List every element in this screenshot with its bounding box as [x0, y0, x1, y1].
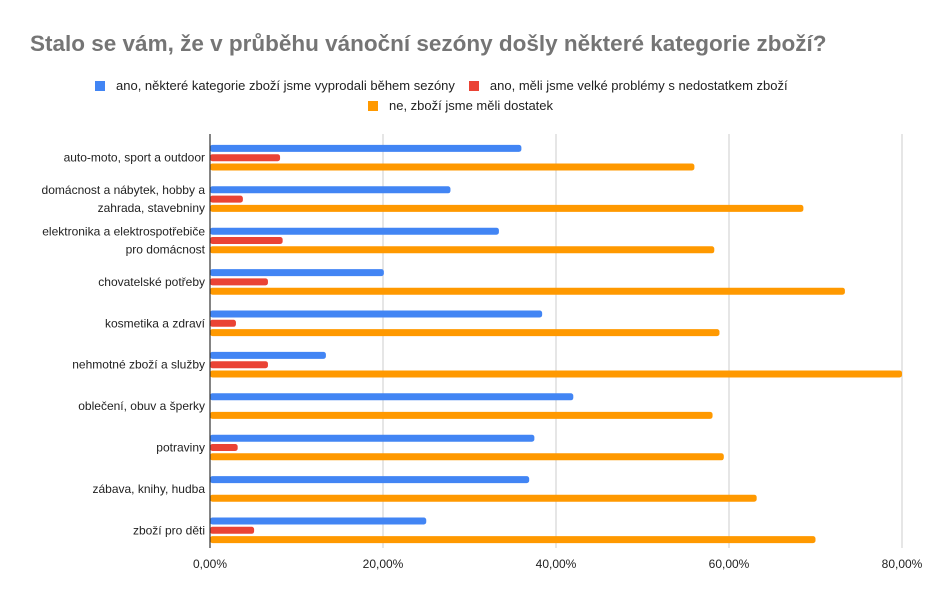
legend-label: ne, zboží jsme měli dostatek [389, 98, 554, 113]
category-label: potraviny [156, 441, 205, 455]
bar[interactable] [210, 434, 535, 442]
bar[interactable] [210, 246, 715, 254]
bar[interactable] [210, 278, 268, 286]
category-label: kosmetika a zdraví [105, 316, 206, 330]
bar[interactable] [210, 329, 720, 337]
bar[interactable] [210, 237, 283, 244]
chart-title: Stalo se vám, že v průběhu vánoční sezón… [30, 31, 827, 56]
category-label: zábava, knihy, hudba [92, 482, 205, 496]
bar[interactable] [210, 144, 522, 152]
bar[interactable] [210, 361, 268, 369]
x-tick-label: 60,00% [709, 557, 750, 571]
legend-row-1: ano, některé kategorie zboží jsme vyprod… [95, 78, 802, 93]
bars [210, 144, 902, 544]
legend-item-shortage[interactable]: ano, měli jsme velké problémy s nedostat… [468, 78, 788, 93]
category-label: zboží pro děti [133, 523, 205, 537]
bar[interactable] [210, 154, 281, 162]
bar[interactable] [210, 186, 451, 194]
bar[interactable] [210, 227, 499, 235]
category-label: domácnost a nábytek, hobby a zahrada, sta… [42, 183, 206, 215]
bar[interactable] [210, 526, 255, 534]
bar[interactable] [210, 494, 757, 502]
legend-swatch [95, 80, 105, 91]
bar[interactable] [210, 411, 713, 419]
legend-label: ano, některé kategorie zboží jsme vyprod… [116, 78, 455, 93]
bar[interactable] [210, 536, 816, 544]
bar[interactable] [210, 319, 236, 327]
bar[interactable] [210, 163, 695, 171]
legend-label: ano, měli jsme velké problémy s nedostat… [489, 78, 788, 93]
bar[interactable] [210, 269, 384, 277]
category-label: nehmotné zboží a služby [72, 358, 205, 372]
category-label: chovatelské potřeby [98, 275, 205, 289]
x-tick-label: 40,00% [536, 557, 577, 571]
gridlines [382, 134, 903, 548]
x-tick-label: 80,00% [882, 557, 923, 571]
bar[interactable] [210, 517, 427, 525]
category-label: elektronika a elektrospotřebiče pro domác… [42, 225, 205, 257]
category-label: oblečení, obuv a šperky [78, 399, 205, 413]
x-tick-labels: 0,00% 20,00% 40,00% 60,00% 80,00% [193, 557, 923, 571]
legend-swatch [468, 80, 479, 91]
bar[interactable] [210, 444, 238, 451]
x-tick-label: 20,00% [363, 557, 404, 571]
bar[interactable] [210, 195, 243, 203]
legend-item-enough[interactable]: ne, zboží jsme měli dostatek [368, 98, 553, 113]
x-tick-label: 0,00% [193, 557, 227, 571]
bar[interactable] [210, 453, 724, 461]
legend-item-sold-out[interactable]: ano, některé kategorie zboží jsme vyprod… [95, 78, 455, 93]
bar[interactable] [210, 370, 902, 378]
bar[interactable] [210, 310, 543, 318]
bar[interactable] [210, 351, 326, 359]
bar[interactable] [210, 287, 845, 295]
bar[interactable] [210, 476, 530, 484]
legend-row-2: ne, zboží jsme měli dostatek [368, 98, 567, 113]
category-label: auto-moto, sport a outdoor [64, 151, 205, 165]
category-labels: auto-moto, sport a outdoor domácnost a ná… [42, 151, 206, 538]
bar[interactable] [210, 393, 574, 401]
legend-swatch [368, 100, 378, 111]
bar[interactable] [210, 204, 804, 212]
